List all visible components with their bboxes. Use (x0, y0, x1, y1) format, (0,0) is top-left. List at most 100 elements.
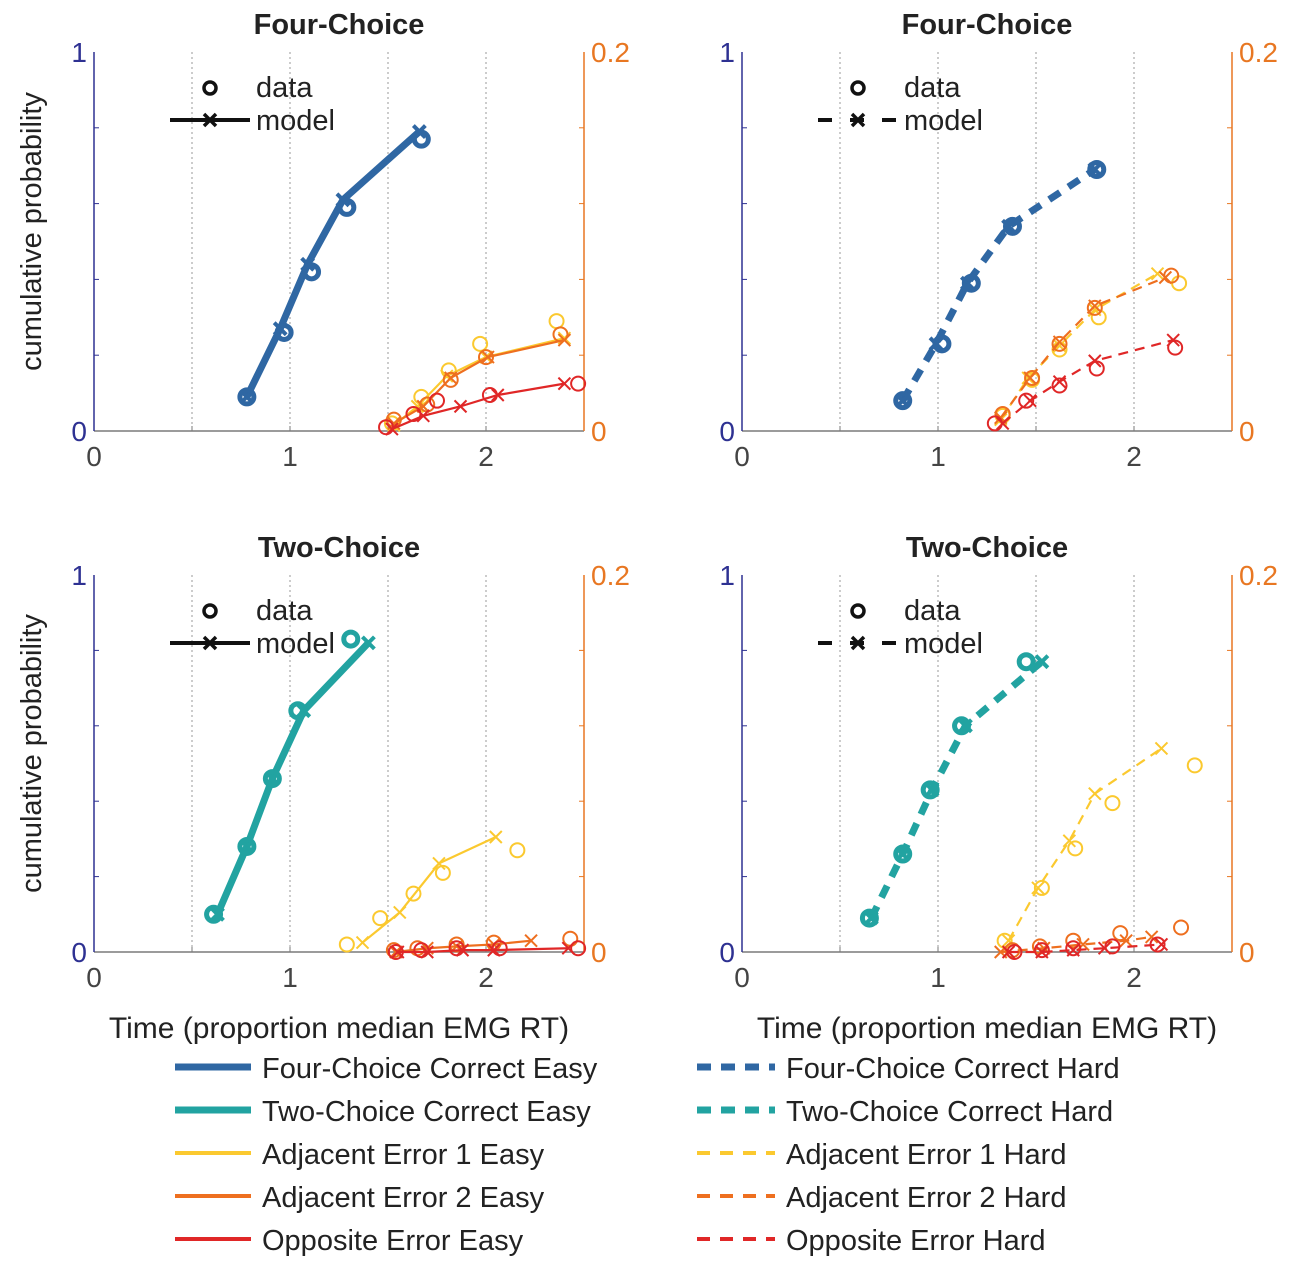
correct-data-point (961, 273, 981, 293)
x-axis-label: Time (proportion median EMG RT) (757, 1012, 1217, 1045)
error-model-point (1001, 945, 1016, 959)
error-data-point (1086, 299, 1103, 316)
right-tick-label: 0.2 (591, 560, 630, 591)
error-data-point (570, 940, 587, 957)
correct-data-point (237, 836, 257, 856)
left-tick-label: 0 (719, 416, 735, 447)
x-tick-label: 2 (1126, 441, 1142, 472)
error-data-point (1024, 369, 1041, 386)
error-model-point (432, 856, 446, 871)
legend-label: Adjacent Error 2 Easy (262, 1182, 545, 1214)
left-tick-label: 1 (719, 37, 735, 68)
error-data-point (491, 940, 508, 957)
error-model-point (1150, 267, 1165, 281)
error-data-point (1112, 925, 1129, 942)
error-model-point (557, 376, 572, 391)
error-data-point (448, 940, 465, 957)
error-data-point (434, 864, 451, 881)
left-tick-label: 1 (719, 560, 735, 591)
error-model-point (393, 905, 407, 920)
error-data-point (1104, 938, 1121, 955)
error-data-point (472, 335, 489, 352)
error-data-point (994, 405, 1011, 422)
correct-data-point (262, 769, 282, 789)
error-model-line (999, 276, 1166, 419)
error-model-point (1144, 930, 1159, 944)
error-data-point (413, 942, 430, 959)
error-data-point (1163, 267, 1180, 284)
error-model-line (1007, 747, 1163, 942)
x-tick-label: 2 (478, 962, 494, 993)
panel-1: Four-Choice 0 1 2 0 1 0 0.2 cumulative probabili… (16, 9, 630, 472)
right-tick-label: 0 (591, 416, 607, 447)
correct-model-line (899, 166, 1097, 403)
legend-label: Adjacent Error 1 Easy (262, 1139, 545, 1171)
error-data-point (562, 930, 579, 947)
correct-data-point (274, 322, 294, 342)
legend-data-label: data (904, 595, 961, 627)
x-tick-label: 1 (930, 441, 946, 472)
correct-data-point (1002, 216, 1022, 236)
x-tick-label: 1 (930, 962, 946, 993)
error-model-point (453, 399, 468, 414)
correct-data-point (1016, 652, 1036, 672)
error-model-point (1031, 881, 1045, 895)
correct-data-point (893, 391, 913, 411)
error-model-point (355, 935, 370, 950)
right-tick-label: 0.2 (1239, 560, 1278, 591)
correct-data-point (859, 908, 879, 928)
legend-model-label: model (256, 105, 335, 137)
error-model-line (1008, 943, 1162, 954)
correct-data-point (288, 701, 308, 721)
panel-3: Two-Choice 0 1 2 0 1 0 0.2 cumulative probabilit… (16, 532, 630, 1045)
correct-data-point (341, 629, 361, 649)
error-data-point (338, 936, 355, 953)
legend-label: Two-Choice Correct Hard (786, 1096, 1113, 1128)
correct-data-point (237, 387, 257, 407)
x-tick-label: 0 (734, 962, 750, 993)
correct-data-point (932, 334, 952, 354)
error-data-point (1033, 879, 1050, 896)
legend-label: Two-Choice Correct Easy (262, 1096, 591, 1128)
error-data-point (1018, 392, 1035, 409)
error-data-point (986, 415, 1003, 432)
panel-4: Two-Choice 0 1 2 0 1 0 0.2 Time (proportion medi… (719, 532, 1278, 1045)
right-tick-label: 0 (591, 937, 607, 968)
error-data-point (1088, 360, 1105, 377)
error-model-point (1154, 741, 1169, 756)
panel-title: Two-Choice (906, 532, 1068, 564)
legend-model-label: model (256, 628, 335, 660)
error-model-point (524, 933, 538, 948)
error-data-point (478, 349, 494, 366)
left-tick-label: 0 (71, 416, 87, 447)
error-data-point (378, 419, 395, 436)
panel-title: Four-Choice (902, 9, 1073, 41)
error-data-point (1104, 795, 1121, 812)
y-axis-label: cumulative probability (16, 92, 48, 371)
legend-data-marker (202, 80, 218, 96)
error-data-point (372, 910, 389, 927)
error-data-point (1186, 757, 1203, 774)
y-axis-label: cumulative probability (16, 614, 48, 893)
correct-data-point (893, 844, 913, 864)
error-model-point (1076, 937, 1090, 952)
correct-data-point (920, 780, 940, 800)
error-model-point (1154, 937, 1169, 952)
panel-title: Two-Choice (258, 532, 420, 564)
legend-model-marker (202, 112, 218, 128)
panel-title: Four-Choice (254, 9, 425, 41)
legend-label: Opposite Error Easy (262, 1225, 524, 1257)
error-model-point (1023, 393, 1037, 408)
error-data-point (509, 842, 526, 859)
correct-model-line (214, 640, 371, 916)
error-data-point (1051, 377, 1068, 394)
correct-data-point (952, 716, 972, 736)
error-data-point (429, 392, 445, 409)
legend-model-label: model (904, 628, 983, 660)
left-tick-label: 1 (71, 560, 87, 591)
error-data-point (1065, 932, 1082, 949)
error-data-point (552, 326, 569, 343)
error-data-point (1173, 919, 1190, 936)
